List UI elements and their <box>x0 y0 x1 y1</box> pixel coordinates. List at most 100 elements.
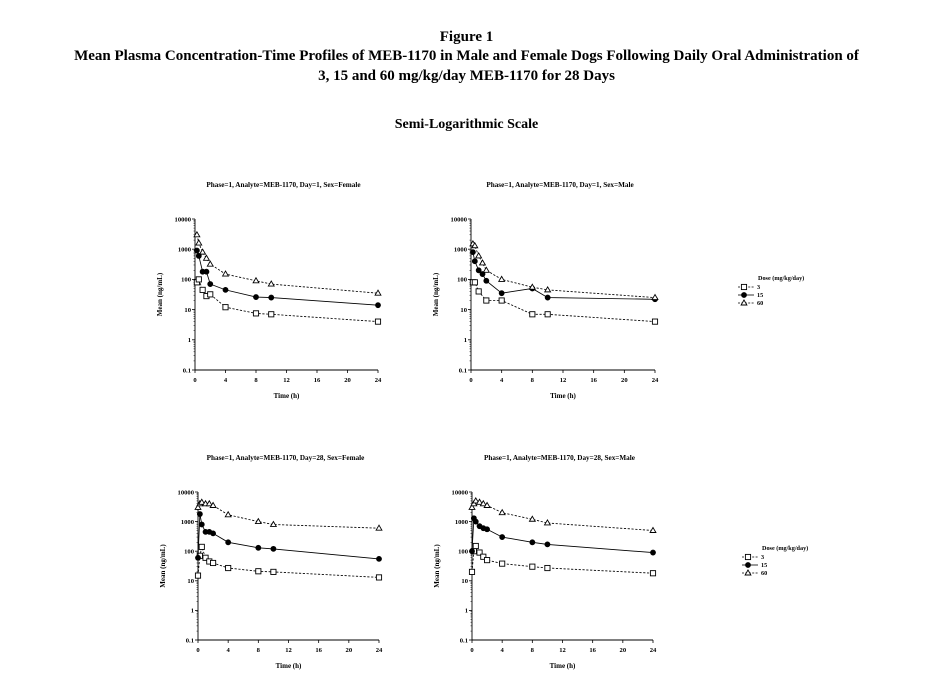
marker-circle <box>499 534 506 540</box>
y-tick-label: 0.1 <box>459 367 467 374</box>
marker-square <box>374 318 382 325</box>
y-tick-label: 100 <box>458 549 469 556</box>
marker-square <box>210 559 217 567</box>
marker-triangle <box>194 503 202 510</box>
marker-triangle <box>528 283 537 290</box>
legend-title: Dose (mg/kg/day) <box>762 545 808 552</box>
series-60 <box>194 498 383 531</box>
marker-triangle <box>482 266 491 273</box>
y-tick-label: 1 <box>465 608 468 615</box>
marker-square <box>471 279 478 286</box>
marker-triangle <box>224 510 232 518</box>
marker-triangle <box>471 241 479 249</box>
marker-circle <box>198 521 205 528</box>
figure-label: Figure 1 <box>439 29 494 45</box>
x-tick-label: 16 <box>314 377 321 384</box>
x-tick-label: 0 <box>193 377 197 384</box>
marker-triangle <box>254 517 263 525</box>
marker-square <box>195 276 202 283</box>
marker-square <box>222 304 229 311</box>
marker-triangle <box>498 508 506 516</box>
marker-square <box>483 297 490 304</box>
marker-circle <box>210 530 216 537</box>
marker-square <box>194 572 202 579</box>
x-tick-label: 12 <box>560 377 567 384</box>
x-tick-label: 8 <box>531 647 535 654</box>
x-tick-label: 4 <box>224 377 228 384</box>
marker-circle <box>484 526 490 533</box>
marker-circle <box>376 555 382 562</box>
series-15 <box>469 515 656 556</box>
marker-triangle <box>649 526 657 533</box>
y-tick-label: 10 <box>460 307 467 314</box>
marker-circle <box>475 267 482 274</box>
x-tick-label: 24 <box>652 377 659 384</box>
marker-triangle <box>543 519 552 526</box>
legend-entry-label: 15 <box>757 292 763 299</box>
figure-title-line2: 3, 15 and 60 mg/kg/day MEB-1170 for 28 D… <box>318 68 615 84</box>
marker-circle <box>225 539 232 546</box>
x-axis-label: Time (h) <box>550 392 576 400</box>
figure-title-line1: Mean Plasma Concentration-Time Profiles … <box>74 48 859 64</box>
y-tick-label: 0.1 <box>460 637 468 644</box>
marker-circle <box>255 544 262 551</box>
marker-triangle <box>221 270 230 277</box>
chart-title: Phase=1, Analyte=MEB-1170, Day=1, Sex=Ma… <box>486 181 633 189</box>
marker-circle <box>471 258 478 265</box>
marker-triangle <box>374 289 382 296</box>
marker-square <box>498 297 505 304</box>
x-tick-label: 8 <box>531 377 535 384</box>
marker-circle <box>253 294 259 300</box>
marker-triangle <box>267 280 275 287</box>
x-axis-label: Time (h) <box>276 662 302 670</box>
x-axis-label: Time (h) <box>550 662 576 670</box>
x-tick-label: 24 <box>376 647 383 654</box>
y-tick-label: 10 <box>461 578 468 585</box>
series-line <box>471 516 654 554</box>
marker-triangle <box>740 299 748 306</box>
x-tick-label: 8 <box>257 647 261 654</box>
x-tick-label: 16 <box>315 647 322 654</box>
marker-circle <box>650 549 656 556</box>
marker-triangle <box>651 293 659 301</box>
marker-triangle <box>205 499 213 507</box>
marker-circle <box>207 281 214 287</box>
marker-triangle <box>193 230 201 238</box>
marker-triangle <box>474 252 483 259</box>
y-tick-label: 1 <box>191 608 194 615</box>
y-tick-label: 10000 <box>451 216 468 223</box>
marker-square <box>651 318 659 325</box>
marker-square <box>480 553 487 560</box>
marker-circle <box>470 249 476 256</box>
marker-triangle <box>468 503 476 510</box>
chart-panel-2: Phase=1, Analyte=MEB-1170, Day=1, Sex=Ma… <box>432 181 804 400</box>
marker-triangle <box>209 501 217 508</box>
marker-circle <box>375 302 381 309</box>
marker-square <box>225 564 232 572</box>
y-axis-label: Mean (ng/mL) <box>159 544 167 588</box>
y-tick-label: 1000 <box>455 519 469 526</box>
series-3 <box>194 543 383 581</box>
marker-circle <box>196 511 203 517</box>
x-tick-label: 4 <box>227 647 231 654</box>
marker-square <box>255 568 262 575</box>
x-tick-label: 0 <box>469 377 473 384</box>
y-axis-label: Mean (ng/mL) <box>432 272 440 316</box>
marker-circle <box>268 294 275 301</box>
series-line <box>471 500 654 531</box>
series-line <box>197 513 380 560</box>
marker-square <box>499 560 506 567</box>
marker-square <box>375 574 383 581</box>
y-tick-label: 10000 <box>178 489 195 496</box>
chart-panel-1: Phase=1, Analyte=MEB-1170, Day=1, Sex=Fe… <box>156 181 382 400</box>
marker-triangle <box>475 498 484 505</box>
marker-circle <box>544 294 551 301</box>
y-tick-label: 100 <box>181 277 192 284</box>
y-axis-label: Mean (ng/mL) <box>156 272 164 316</box>
x-tick-label: 12 <box>283 377 290 384</box>
series-60 <box>468 497 657 533</box>
legend-entry-label: 3 <box>761 554 764 561</box>
x-tick-label: 4 <box>500 377 504 384</box>
marker-square <box>649 570 657 577</box>
marker-square <box>740 283 748 291</box>
